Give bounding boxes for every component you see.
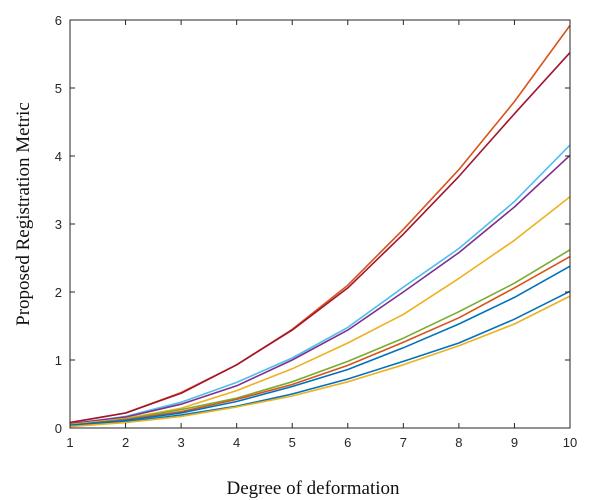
plot-area [70, 20, 570, 428]
y-tick-label: 3 [55, 217, 62, 232]
series-layer [69, 24, 571, 428]
x-tick-label: 6 [344, 435, 351, 450]
series-line-9 [69, 290, 571, 427]
series-line-3 [69, 144, 571, 425]
y-tick-label: 2 [55, 285, 62, 300]
series-line-5 [69, 196, 571, 426]
x-tick-label: 1 [66, 435, 73, 450]
x-tick-label: 7 [400, 435, 407, 450]
y-axis-label: Proposed Registration Metric [13, 102, 34, 326]
x-tick-label: 9 [511, 435, 518, 450]
x-axis-label: Degree of deformation [226, 478, 400, 499]
y-tick-label: 4 [55, 149, 62, 164]
y-tick-label: 1 [55, 353, 62, 368]
series-line-8 [69, 265, 571, 427]
series-line-4 [69, 154, 571, 425]
x-tick-label: 3 [177, 435, 184, 450]
y-tick-label: 6 [55, 13, 62, 28]
series-line-7 [69, 255, 571, 427]
x-tick-label: 5 [289, 435, 296, 450]
x-tick-label: 2 [122, 435, 129, 450]
series-line-10 [69, 295, 571, 428]
series-line-2 [69, 52, 571, 424]
series-line-6 [69, 249, 571, 427]
x-tick-label: 10 [563, 435, 577, 450]
x-tick-label: 8 [455, 435, 462, 450]
y-tick-label: 0 [55, 421, 62, 436]
y-tick-label: 5 [55, 81, 62, 96]
x-tick-label: 4 [233, 435, 240, 450]
